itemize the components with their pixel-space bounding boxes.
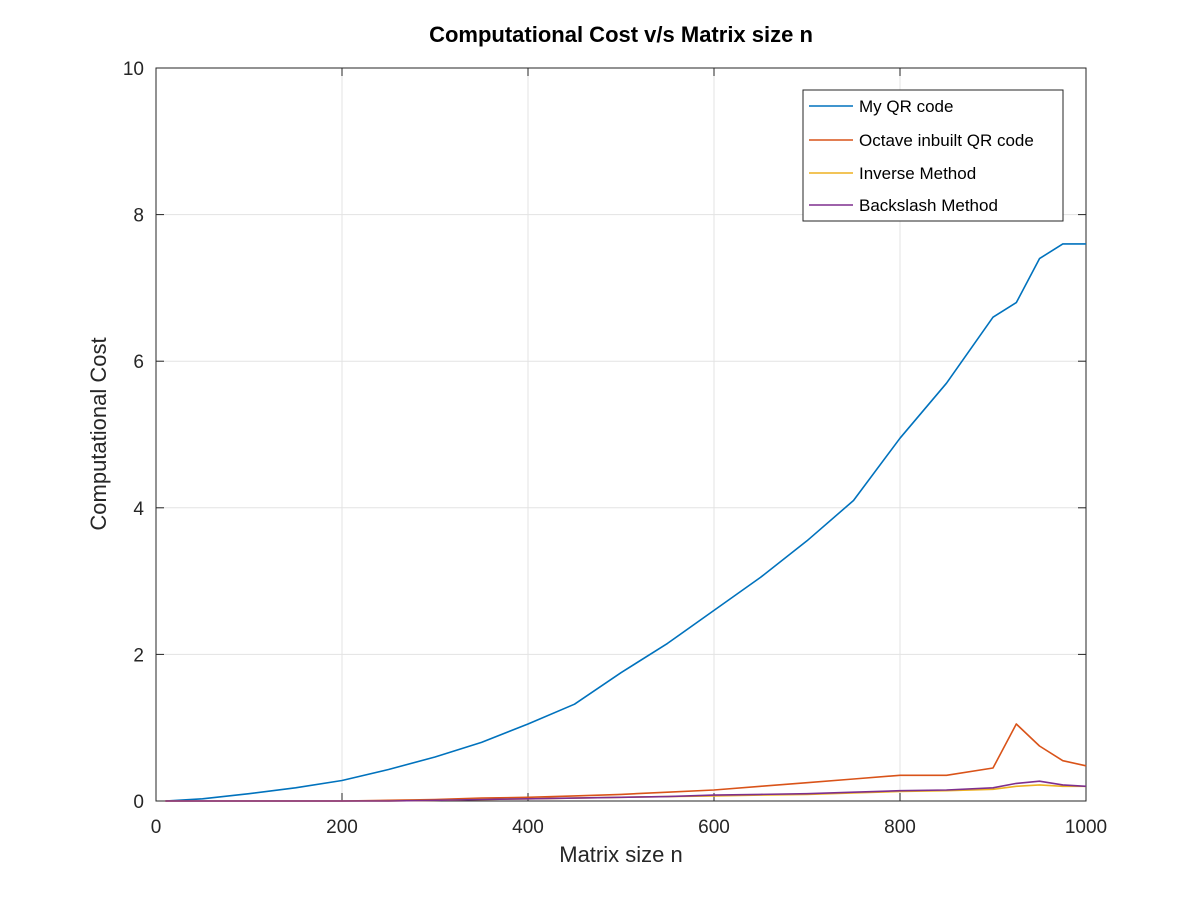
y-tick-label: 8 bbox=[133, 206, 144, 227]
x-tick-label: 600 bbox=[698, 817, 730, 838]
legend-label-octave-qr: Octave inbuilt QR code bbox=[859, 131, 1034, 150]
series-line-my-qr bbox=[165, 243, 1086, 802]
legend-label-backslash: Backslash Method bbox=[859, 196, 998, 215]
x-tick-label: 0 bbox=[151, 817, 162, 838]
series-group bbox=[165, 243, 1087, 802]
y-tick-label: 6 bbox=[133, 352, 144, 373]
y-tick-label: 2 bbox=[133, 645, 144, 666]
y-axis-label: Computational Cost bbox=[86, 337, 111, 530]
y-tick-label: 10 bbox=[123, 59, 144, 80]
series-line-backslash bbox=[165, 780, 1087, 802]
legend-label-my-qr: My QR code bbox=[859, 97, 953, 116]
x-tick-label: 1000 bbox=[1065, 817, 1107, 838]
y-tick-label: 0 bbox=[133, 792, 144, 813]
x-tick-label: 400 bbox=[512, 817, 544, 838]
x-axis-label: Matrix size n bbox=[559, 842, 682, 867]
x-tick-label: 800 bbox=[884, 817, 916, 838]
chart-title: Computational Cost v/s Matrix size n bbox=[429, 22, 813, 47]
legend: My QR code Octave inbuilt QR code Invers… bbox=[802, 89, 1064, 222]
plot-frame bbox=[155, 67, 1087, 802]
y-tick-label: 4 bbox=[133, 499, 144, 520]
legend-box bbox=[802, 89, 1064, 222]
x-tick-label: 200 bbox=[326, 817, 358, 838]
legend-label-inverse: Inverse Method bbox=[859, 164, 976, 183]
